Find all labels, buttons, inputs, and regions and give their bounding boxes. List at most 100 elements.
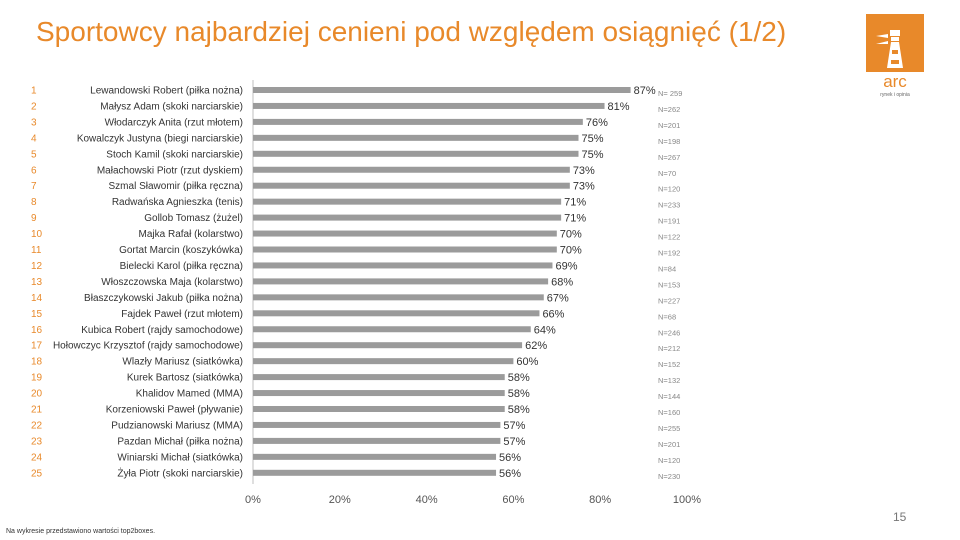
n-label: N=120 <box>658 185 680 194</box>
rank-label: 12 <box>31 261 43 272</box>
value-label: 68% <box>551 276 573 288</box>
value-label: 58% <box>508 404 530 416</box>
n-label: N=70 <box>658 169 676 178</box>
value-label: 87% <box>634 85 656 97</box>
value-label: 73% <box>573 181 595 193</box>
rank-label: 6 <box>31 165 37 176</box>
rank-label: 9 <box>31 213 37 224</box>
value-label: 58% <box>508 388 530 400</box>
category-label: Kurek Bartosz (siatkówka) <box>127 373 243 384</box>
x-tick-label: 0% <box>245 494 261 506</box>
rank-label: 10 <box>31 229 43 240</box>
rank-label: 22 <box>31 420 43 431</box>
n-label: N=230 <box>658 472 680 481</box>
bar <box>253 166 570 173</box>
category-label: Lewandowski Robert (piłka nożna) <box>90 86 243 97</box>
value-label: 57% <box>503 420 525 432</box>
n-label: N=122 <box>658 233 680 242</box>
n-label: N=132 <box>658 376 680 385</box>
category-label: Szmal Sławomir (piłka ręczna) <box>109 181 243 192</box>
bar <box>253 214 562 221</box>
bar <box>253 150 579 157</box>
bar <box>253 453 497 460</box>
n-label: N=255 <box>658 424 680 433</box>
n-label: N=267 <box>658 153 680 162</box>
rank-label: 25 <box>31 468 43 479</box>
value-label: 81% <box>608 101 630 113</box>
rank-label: 3 <box>31 117 37 128</box>
bar <box>253 294 544 301</box>
n-label: N=68 <box>658 312 676 321</box>
n-label: N=212 <box>658 344 680 353</box>
category-label: Majka Rafał (kolarstwo) <box>139 229 243 240</box>
category-label: Gortat Marcin (koszykówka) <box>119 245 243 256</box>
x-tick-label: 100% <box>673 494 701 506</box>
n-label: N=246 <box>658 328 680 337</box>
arc-logo: arc rynek i opinia <box>866 14 924 98</box>
category-label: Błaszczykowski Jakub (piłka nożna) <box>84 293 243 304</box>
value-label: 57% <box>503 436 525 448</box>
rank-label: 13 <box>31 277 43 288</box>
rank-label: 18 <box>31 357 43 368</box>
rank-label: 16 <box>31 325 43 336</box>
n-label: N=198 <box>658 137 680 146</box>
bar <box>253 230 557 237</box>
category-label: Radwańska Agnieszka (tenis) <box>112 197 243 208</box>
footnote: Na wykresie przedstawiono wartości top2b… <box>6 528 156 535</box>
logo-text: arc <box>883 72 907 91</box>
bar <box>253 118 583 125</box>
n-label: N=144 <box>658 392 680 401</box>
value-label: 67% <box>547 292 569 304</box>
n-label: N=152 <box>658 360 680 369</box>
logo-tagline: rynek i opinia <box>880 92 910 98</box>
bar <box>253 87 631 93</box>
rank-label: 24 <box>31 452 43 463</box>
value-label: 75% <box>582 133 604 145</box>
value-label: 60% <box>516 356 538 368</box>
n-label: N=160 <box>658 408 680 417</box>
bar <box>253 406 505 412</box>
category-label: Korzeniowski Paweł (pływanie) <box>106 405 243 416</box>
category-label: Wlazły Mariusz (siatkówka) <box>122 357 243 368</box>
n-label: N=191 <box>658 217 680 226</box>
rank-label: 11 <box>31 245 42 256</box>
rank-label: 23 <box>31 436 43 447</box>
value-label: 64% <box>534 324 556 336</box>
category-label: Włoszczowska Maja (kolarstwo) <box>101 277 243 288</box>
n-label: N=201 <box>658 121 680 130</box>
rank-label: 17 <box>31 341 43 352</box>
x-tick-label: 40% <box>416 494 438 506</box>
rank-label: 4 <box>31 133 37 144</box>
category-label: Kubica Robert (rajdy samochodowe) <box>81 325 243 336</box>
value-label: 73% <box>573 165 595 177</box>
bar <box>253 469 497 476</box>
n-label: N=227 <box>658 296 680 305</box>
value-label: 56% <box>499 452 521 464</box>
n-label: N=153 <box>658 280 680 289</box>
value-label: 71% <box>564 213 586 225</box>
value-label: 76% <box>586 117 608 129</box>
category-label: Hołowczyc Krzysztof (rajdy samochodowe) <box>53 341 243 352</box>
category-label: Kowalczyk Justyna (biegi narciarskie) <box>77 133 243 144</box>
bar <box>253 437 501 444</box>
bar <box>253 134 579 141</box>
value-label: 71% <box>564 197 586 209</box>
rank-label: 8 <box>31 197 37 208</box>
n-label: N=84 <box>658 264 676 273</box>
category-label: Małysz Adam (skoki narciarskie) <box>100 101 243 112</box>
n-label: N=201 <box>658 440 680 449</box>
category-label: Fajdek Paweł (rzut młotem) <box>121 309 243 320</box>
value-label: 70% <box>560 229 582 241</box>
category-label: Żyła Piotr (skoki narciarskie) <box>117 466 243 479</box>
category-label: Pudzianowski Mariusz (MMA) <box>111 420 243 431</box>
bar <box>253 262 553 269</box>
n-label: N=192 <box>658 249 680 258</box>
rank-label: 15 <box>31 309 43 320</box>
category-label: Włodarczyk Anita (rzut młotem) <box>105 117 243 128</box>
bar <box>253 278 549 285</box>
bar <box>253 326 531 333</box>
page-number: 15 <box>893 510 907 524</box>
rank-label: 14 <box>31 293 43 304</box>
category-label: Pazdan Michał (piłka nożna) <box>117 436 243 447</box>
